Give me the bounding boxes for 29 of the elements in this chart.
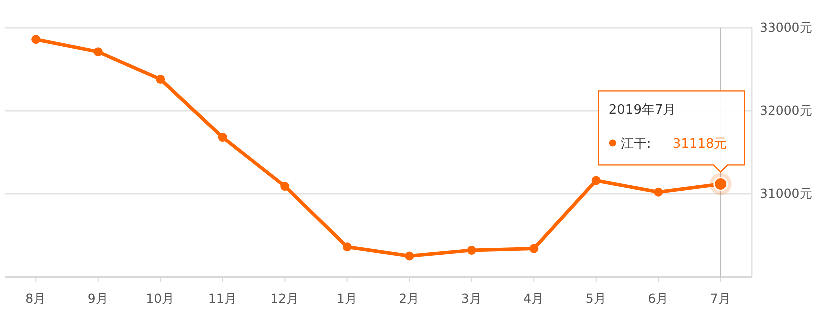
- x-tick-label: 5月: [586, 291, 607, 306]
- x-tick-label: 12月: [270, 291, 300, 306]
- x-tick-label: 11月: [208, 291, 238, 306]
- x-tick-label: 9月: [88, 291, 109, 306]
- y-tick-label: 32000元: [760, 103, 813, 118]
- point: [405, 252, 414, 261]
- y-tick-label: 33000元: [760, 20, 813, 35]
- legend-label: 江干:: [620, 137, 652, 152]
- x-tick-label: 7月: [710, 291, 732, 306]
- point: [94, 48, 103, 57]
- point: [156, 74, 166, 84]
- point: [654, 188, 664, 197]
- point: [280, 182, 290, 192]
- point: [32, 35, 41, 44]
- point: [530, 244, 539, 254]
- x-tick-label: 2月: [399, 291, 420, 306]
- x-tick-label: 1月: [336, 291, 358, 306]
- data-label: 31118元: [672, 137, 728, 152]
- annotation: 2019年7月: [608, 103, 676, 118]
- x-tick-label: 10月: [146, 291, 176, 306]
- x-tick-label: 4月: [524, 291, 545, 306]
- x-tick-label: 6月: [648, 291, 670, 306]
- point: [467, 246, 476, 255]
- point: [218, 133, 228, 142]
- point: [592, 176, 601, 186]
- y-tick-label: 31000元: [760, 186, 813, 201]
- x-tick-label: 3月: [461, 291, 482, 306]
- x-tick-label: 8月: [26, 291, 47, 306]
- point: [342, 242, 352, 252]
